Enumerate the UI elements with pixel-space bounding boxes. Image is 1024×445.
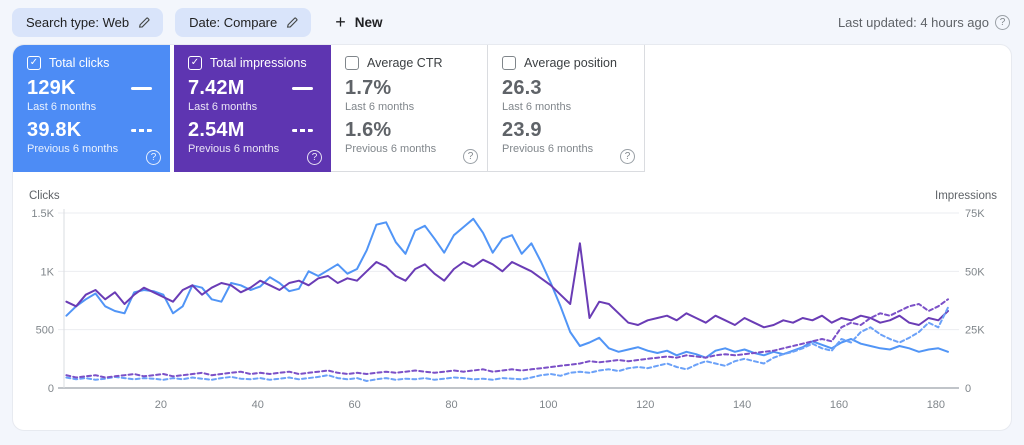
help-icon[interactable]: ? (463, 149, 478, 164)
edit-icon (139, 16, 150, 28)
previous-label: Previous 6 months (188, 143, 280, 155)
current-label: Last 6 months (188, 101, 258, 113)
checkbox-checked-icon[interactable]: ✓ (188, 56, 202, 70)
svg-text:500: 500 (36, 325, 54, 337)
series-total-clicks-previous-6-months (65, 306, 949, 382)
last-updated-status: Last updated: 4 hours ago ? (837, 14, 1010, 30)
svg-text:1K: 1K (41, 266, 55, 278)
performance-panel: ✓ Total clicks 129K Last 6 months 39.8K … (12, 44, 1012, 431)
current-value: 26.3 (502, 77, 542, 99)
previous-value: 23.9 (502, 119, 542, 141)
previous-value: 2.54M (188, 119, 245, 141)
current-value: 129K (27, 77, 76, 99)
metric-card-total-clicks[interactable]: ✓ Total clicks 129K Last 6 months 39.8K … (13, 45, 170, 172)
help-icon[interactable]: ? (146, 150, 161, 165)
svg-text:120: 120 (636, 399, 654, 411)
svg-text:0: 0 (48, 383, 54, 395)
solid-line-legend-icon (131, 87, 152, 90)
checkbox-checked-icon[interactable]: ✓ (27, 56, 41, 70)
card-title: Average position (524, 56, 617, 70)
svg-text:0: 0 (965, 383, 971, 395)
card-title: Average CTR (367, 56, 443, 70)
edit-icon (287, 16, 298, 28)
current-label: Last 6 months (345, 101, 415, 113)
svg-text:1.5K: 1.5K (31, 208, 54, 220)
help-icon[interactable]: ? (620, 149, 635, 164)
dashed-line-legend-icon (131, 129, 152, 132)
svg-text:50K: 50K (965, 266, 985, 278)
card-title: Total clicks (49, 56, 110, 70)
search-type-chip-label: Search type: Web (26, 14, 130, 30)
plus-icon: + (335, 12, 346, 32)
svg-text:60: 60 (349, 399, 361, 411)
svg-text:80: 80 (445, 399, 457, 411)
current-label: Last 6 months (27, 101, 97, 113)
svg-text:20: 20 (155, 399, 167, 411)
svg-text:180: 180 (927, 399, 945, 411)
help-icon[interactable]: ? (307, 150, 322, 165)
current-value: 7.42M (188, 77, 245, 99)
metric-card-total-impressions[interactable]: ✓ Total impressions 7.42M Last 6 months … (174, 45, 331, 172)
date-range-chip-label: Date: Compare (189, 14, 278, 30)
checkmark-icon: ✓ (190, 57, 200, 68)
help-icon[interactable]: ? (995, 14, 1010, 30)
search-type-chip[interactable]: Search type: Web (12, 7, 164, 37)
last-updated-text: Last updated: 4 hours ago (837, 14, 989, 30)
solid-line-legend-icon (292, 87, 313, 90)
svg-text:Impressions: Impressions (935, 190, 997, 202)
new-filter-button-label: New (354, 14, 383, 30)
checkbox-unchecked-icon[interactable] (345, 56, 359, 70)
new-filter-button[interactable]: + New (335, 13, 382, 31)
performance-chart: 0 0 500 25K 1K 50K 1.5K 75K Clicks Impressions 20 4… (13, 172, 1011, 430)
svg-text:160: 160 (830, 399, 848, 411)
previous-label: Previous 6 months (345, 143, 437, 155)
svg-text:100: 100 (539, 399, 557, 411)
svg-text:140: 140 (733, 399, 751, 411)
previous-value: 39.8K (27, 119, 82, 141)
metric-card-average-position[interactable]: Average position 26.3 Last 6 months 23.9… (488, 45, 645, 172)
performance-chart-svg: 0 0 500 25K 1K 50K 1.5K 75K Clicks Impressions 20 4… (29, 190, 997, 411)
current-label: Last 6 months (502, 101, 572, 113)
checkbox-unchecked-icon[interactable] (502, 56, 516, 70)
series-total-impressions-previous-6-months (65, 298, 949, 379)
date-range-chip[interactable]: Date: Compare (175, 7, 312, 37)
series-total-impressions-last-6-months (65, 242, 949, 329)
svg-text:75K: 75K (965, 208, 985, 220)
metric-card-average-ctr[interactable]: Average CTR 1.7% Last 6 months 1.6% Prev… (331, 45, 488, 172)
previous-label: Previous 6 months (502, 143, 594, 155)
checkmark-icon: ✓ (29, 57, 39, 68)
svg-text:40: 40 (252, 399, 264, 411)
series-total-clicks-last-6-months (65, 217, 949, 359)
svg-text:Clicks: Clicks (29, 190, 60, 202)
svg-text:25K: 25K (965, 325, 985, 337)
toolbar: Search type: Web Date: Compare + New Las… (0, 0, 1024, 44)
current-value: 1.7% (345, 77, 392, 99)
card-title: Total impressions (210, 56, 307, 70)
previous-value: 1.6% (345, 119, 392, 141)
previous-label: Previous 6 months (27, 143, 119, 155)
dashed-line-legend-icon (292, 129, 313, 132)
metric-cards-row: ✓ Total clicks 129K Last 6 months 39.8K … (13, 45, 1011, 172)
